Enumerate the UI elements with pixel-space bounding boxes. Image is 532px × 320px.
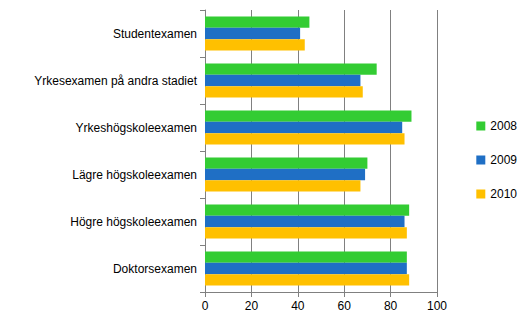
- svg-text:20: 20: [245, 299, 259, 313]
- svg-text:Lägre högskoleexamen: Lägre högskoleexamen: [72, 168, 197, 182]
- svg-text:80: 80: [384, 299, 398, 313]
- svg-text:2010: 2010: [490, 187, 517, 201]
- svg-text:Yrkeshögskoleexamen: Yrkeshögskoleexamen: [76, 121, 197, 135]
- svg-text:Doktorsexamen: Doktorsexamen: [113, 262, 197, 276]
- svg-text:2008: 2008: [490, 119, 517, 133]
- svg-text:Yrkesexamen på andra stadiet: Yrkesexamen på andra stadiet: [34, 74, 197, 88]
- svg-text:2009: 2009: [490, 153, 517, 167]
- svg-text:Högre högskoleexamen: Högre högskoleexamen: [70, 215, 197, 229]
- svg-text:Studentexamen: Studentexamen: [113, 27, 197, 41]
- svg-text:0: 0: [202, 299, 209, 313]
- svg-text:40: 40: [291, 299, 305, 313]
- svg-text:100: 100: [427, 299, 447, 313]
- svg-text:60: 60: [338, 299, 352, 313]
